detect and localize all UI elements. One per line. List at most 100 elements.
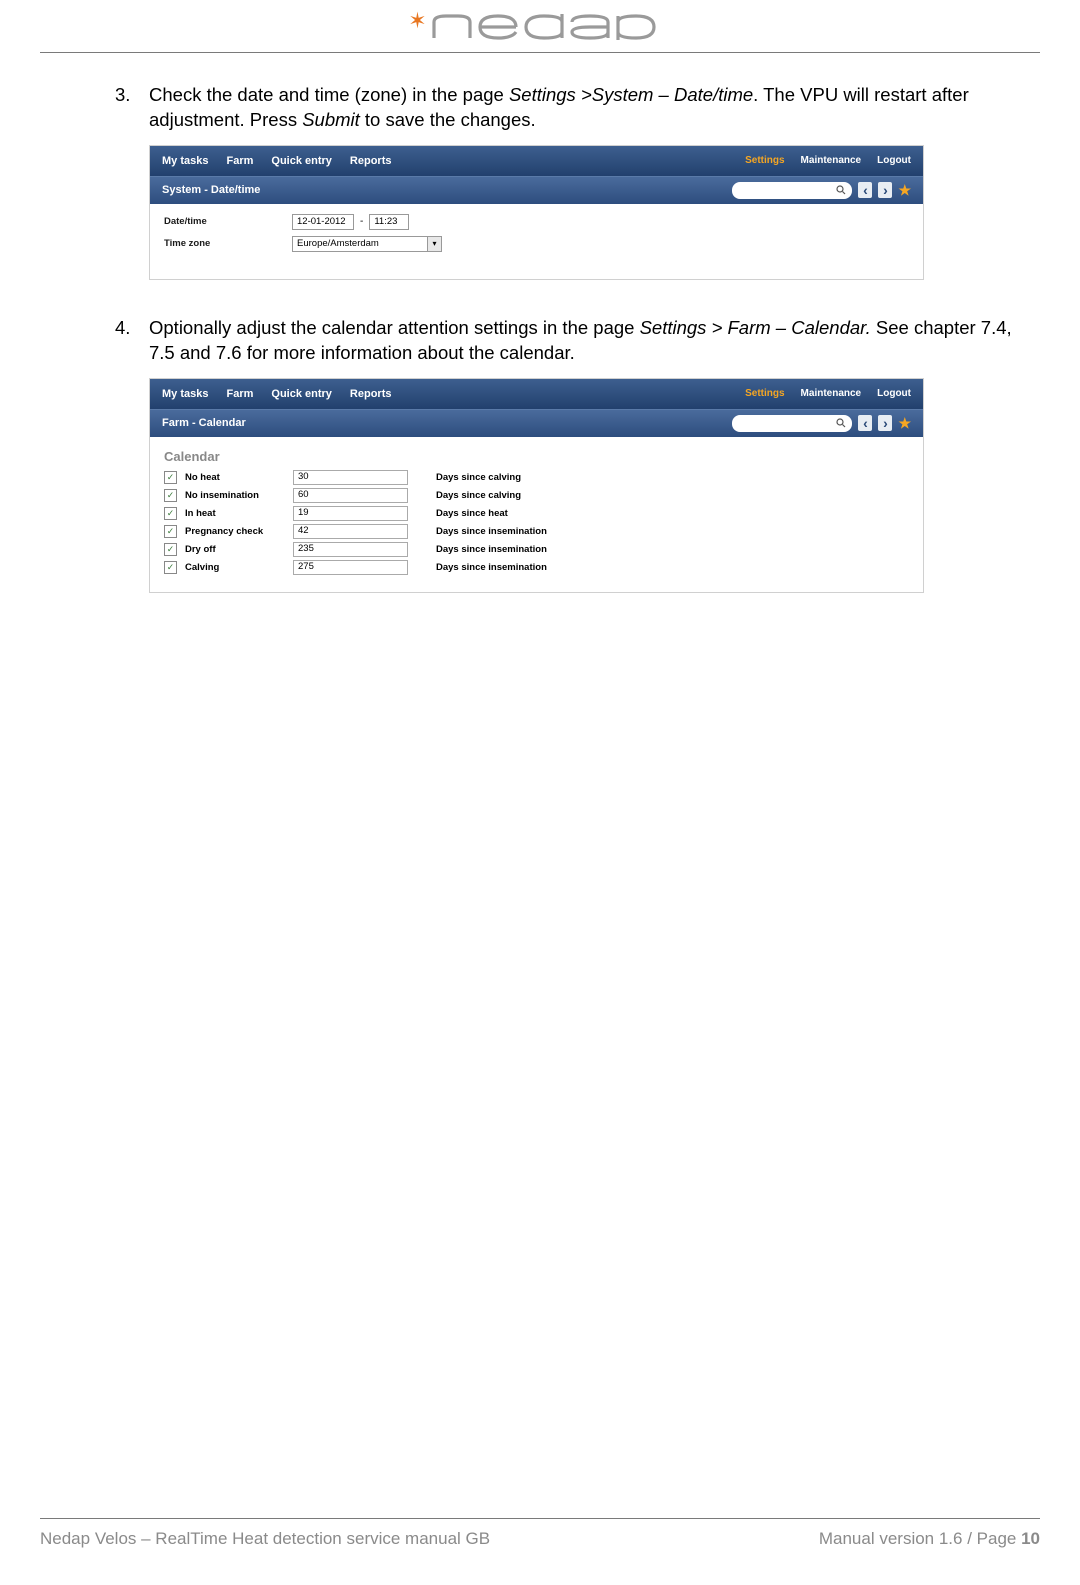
prev-icon[interactable]: ‹ [858, 182, 872, 198]
footer-right: Manual version 1.6 / Page 10 [819, 1529, 1040, 1549]
row-desc: Days since insemination [436, 544, 547, 555]
calendar-heading: Calendar [164, 449, 909, 464]
prev-icon[interactable]: ‹ [858, 415, 872, 431]
panel-body: Calendar ✓ No heat30 Days since calving ✓ No… [150, 437, 923, 592]
nav-bar: My tasks Farm Quick entry Reports Settin… [150, 379, 923, 409]
text: to save the changes. [360, 109, 536, 130]
footer-right-text: Manual version 1.6 / Page [819, 1529, 1021, 1548]
nav-item[interactable]: Reports [350, 388, 392, 400]
nav-right: Settings Maintenance Logout [745, 155, 911, 166]
nav-logout[interactable]: Logout [877, 388, 911, 399]
checkbox[interactable]: ✓ [164, 525, 177, 538]
label: Date/time [164, 216, 292, 227]
row-label: No insemination [185, 490, 293, 501]
calendar-row: ✓ No heat30 Days since calving [164, 470, 909, 485]
search-icon [836, 185, 846, 195]
date-input[interactable]: 12-01-2012 [292, 214, 354, 230]
row-desc: Days since insemination [436, 562, 547, 573]
nav-right: Settings Maintenance Logout [745, 388, 911, 399]
footer-row: Nedap Velos – RealTime Heat detection se… [40, 1529, 1040, 1549]
label: Time zone [164, 238, 292, 249]
footer-divider [40, 1518, 1040, 1519]
calendar-row: ✓No insemination60Days since calving [164, 488, 909, 503]
nav-logout[interactable]: Logout [877, 155, 911, 166]
row-input[interactable]: 19 [293, 506, 408, 521]
logo-wordmark [432, 14, 672, 40]
screenshot-calendar: My tasks Farm Quick entry Reports Settin… [149, 378, 924, 593]
row-input[interactable]: 60 [293, 488, 408, 503]
nav-maintenance[interactable]: Maintenance [801, 155, 862, 166]
nav-item[interactable]: My tasks [162, 155, 208, 167]
checkbox[interactable]: ✓ [164, 471, 177, 484]
checkbox[interactable]: ✓ [164, 507, 177, 520]
step-number: 3. [115, 83, 149, 133]
logo-star-icon: ✶ [408, 8, 426, 34]
calendar-rows: ✓ No heat30 Days since calving ✓ No insemina… [164, 470, 909, 575]
search-input[interactable] [732, 415, 852, 432]
search-input[interactable] [732, 182, 852, 199]
page-content: 3. Check the date and time (zone) in the… [0, 53, 1080, 593]
row-input[interactable]: 42 [293, 524, 408, 539]
step-3: 3. Check the date and time (zone) in the… [115, 83, 1020, 133]
row-label: Dry off [185, 544, 293, 555]
checkbox[interactable]: ✓ [164, 489, 177, 502]
timezone-row: Time zone Europe/Amsterdam ▾ [164, 236, 909, 252]
separator: - [360, 216, 363, 227]
calendar-row: ✓Pregnancy check42Days since inseminatio… [164, 524, 909, 539]
row-desc: Days since calving [436, 472, 521, 483]
panel-body: Date/time 12-01-2012 - 11:23 Time zone E… [150, 204, 923, 279]
page-number: 10 [1021, 1529, 1040, 1548]
search-icon [836, 418, 846, 428]
nav-bar: My tasks Farm Quick entry Reports Settin… [150, 146, 923, 176]
nav-maintenance[interactable]: Maintenance [801, 388, 862, 399]
calendar-row: ✓In heat19Days since heat [164, 506, 909, 521]
row-label: In heat [185, 508, 293, 519]
page-title: System - Date/time [162, 184, 260, 196]
page-header: ✶ [0, 0, 1080, 46]
nav-left: My tasks Farm Quick entry Reports [162, 388, 391, 400]
sub-bar: System - Date/time ‹ › ★ [150, 176, 923, 204]
row-input[interactable]: 235 [293, 542, 408, 557]
step-text: Optionally adjust the calendar attention… [149, 316, 1020, 366]
nav-settings[interactable]: Settings [745, 155, 784, 166]
checkbox[interactable]: ✓ [164, 543, 177, 556]
nav-item[interactable]: Reports [350, 155, 392, 167]
row-label: No heat [185, 472, 293, 483]
step-number: 4. [115, 316, 149, 366]
row-input[interactable]: 275 [293, 560, 408, 575]
checkbox[interactable]: ✓ [164, 561, 177, 574]
nav-settings[interactable]: Settings [745, 388, 784, 399]
text: Check the date and time (zone) in the pa… [149, 84, 509, 105]
favorite-icon[interactable]: ★ [898, 182, 911, 199]
nav-item[interactable]: Farm [226, 155, 253, 167]
step-text: Check the date and time (zone) in the pa… [149, 83, 1020, 133]
next-icon[interactable]: › [878, 182, 892, 198]
timezone-select[interactable]: Europe/Amsterdam ▾ [292, 236, 442, 252]
step-4: 4. Optionally adjust the calendar attent… [115, 316, 1020, 366]
calendar-row: ✓ Dry off235 Days since insemination [164, 542, 909, 557]
footer-left: Nedap Velos – RealTime Heat detection se… [40, 1529, 490, 1549]
datetime-row: Date/time 12-01-2012 - 11:23 [164, 214, 909, 230]
row-desc: Days since insemination [436, 526, 547, 537]
nav-item[interactable]: Farm [226, 388, 253, 400]
nav-item[interactable]: My tasks [162, 388, 208, 400]
next-icon[interactable]: › [878, 415, 892, 431]
screenshot-datetime: My tasks Farm Quick entry Reports Settin… [149, 145, 924, 280]
select-value: Europe/Amsterdam [297, 238, 379, 249]
nedap-logo: ✶ [408, 14, 671, 40]
favorite-icon[interactable]: ★ [898, 415, 911, 432]
time-input[interactable]: 11:23 [369, 214, 409, 230]
calendar-row: ✓ Calving275 Days since insemination [164, 560, 909, 575]
chevron-down-icon: ▾ [427, 237, 441, 251]
nav-item[interactable]: Quick entry [271, 388, 332, 400]
row-input[interactable]: 30 [293, 470, 408, 485]
action-text: Submit [302, 109, 360, 130]
text: Optionally adjust the calendar attention… [149, 317, 640, 338]
nav-item[interactable]: Quick entry [271, 155, 332, 167]
page-footer: Nedap Velos – RealTime Heat detection se… [40, 1518, 1040, 1549]
page-title: Farm - Calendar [162, 417, 246, 429]
sub-bar-tools: ‹ › ★ [732, 182, 911, 199]
path-text: Settings >System – Date/time [509, 84, 753, 105]
path-text: Settings > Farm – Calendar. [640, 317, 871, 338]
row-label: Calving [185, 562, 293, 573]
